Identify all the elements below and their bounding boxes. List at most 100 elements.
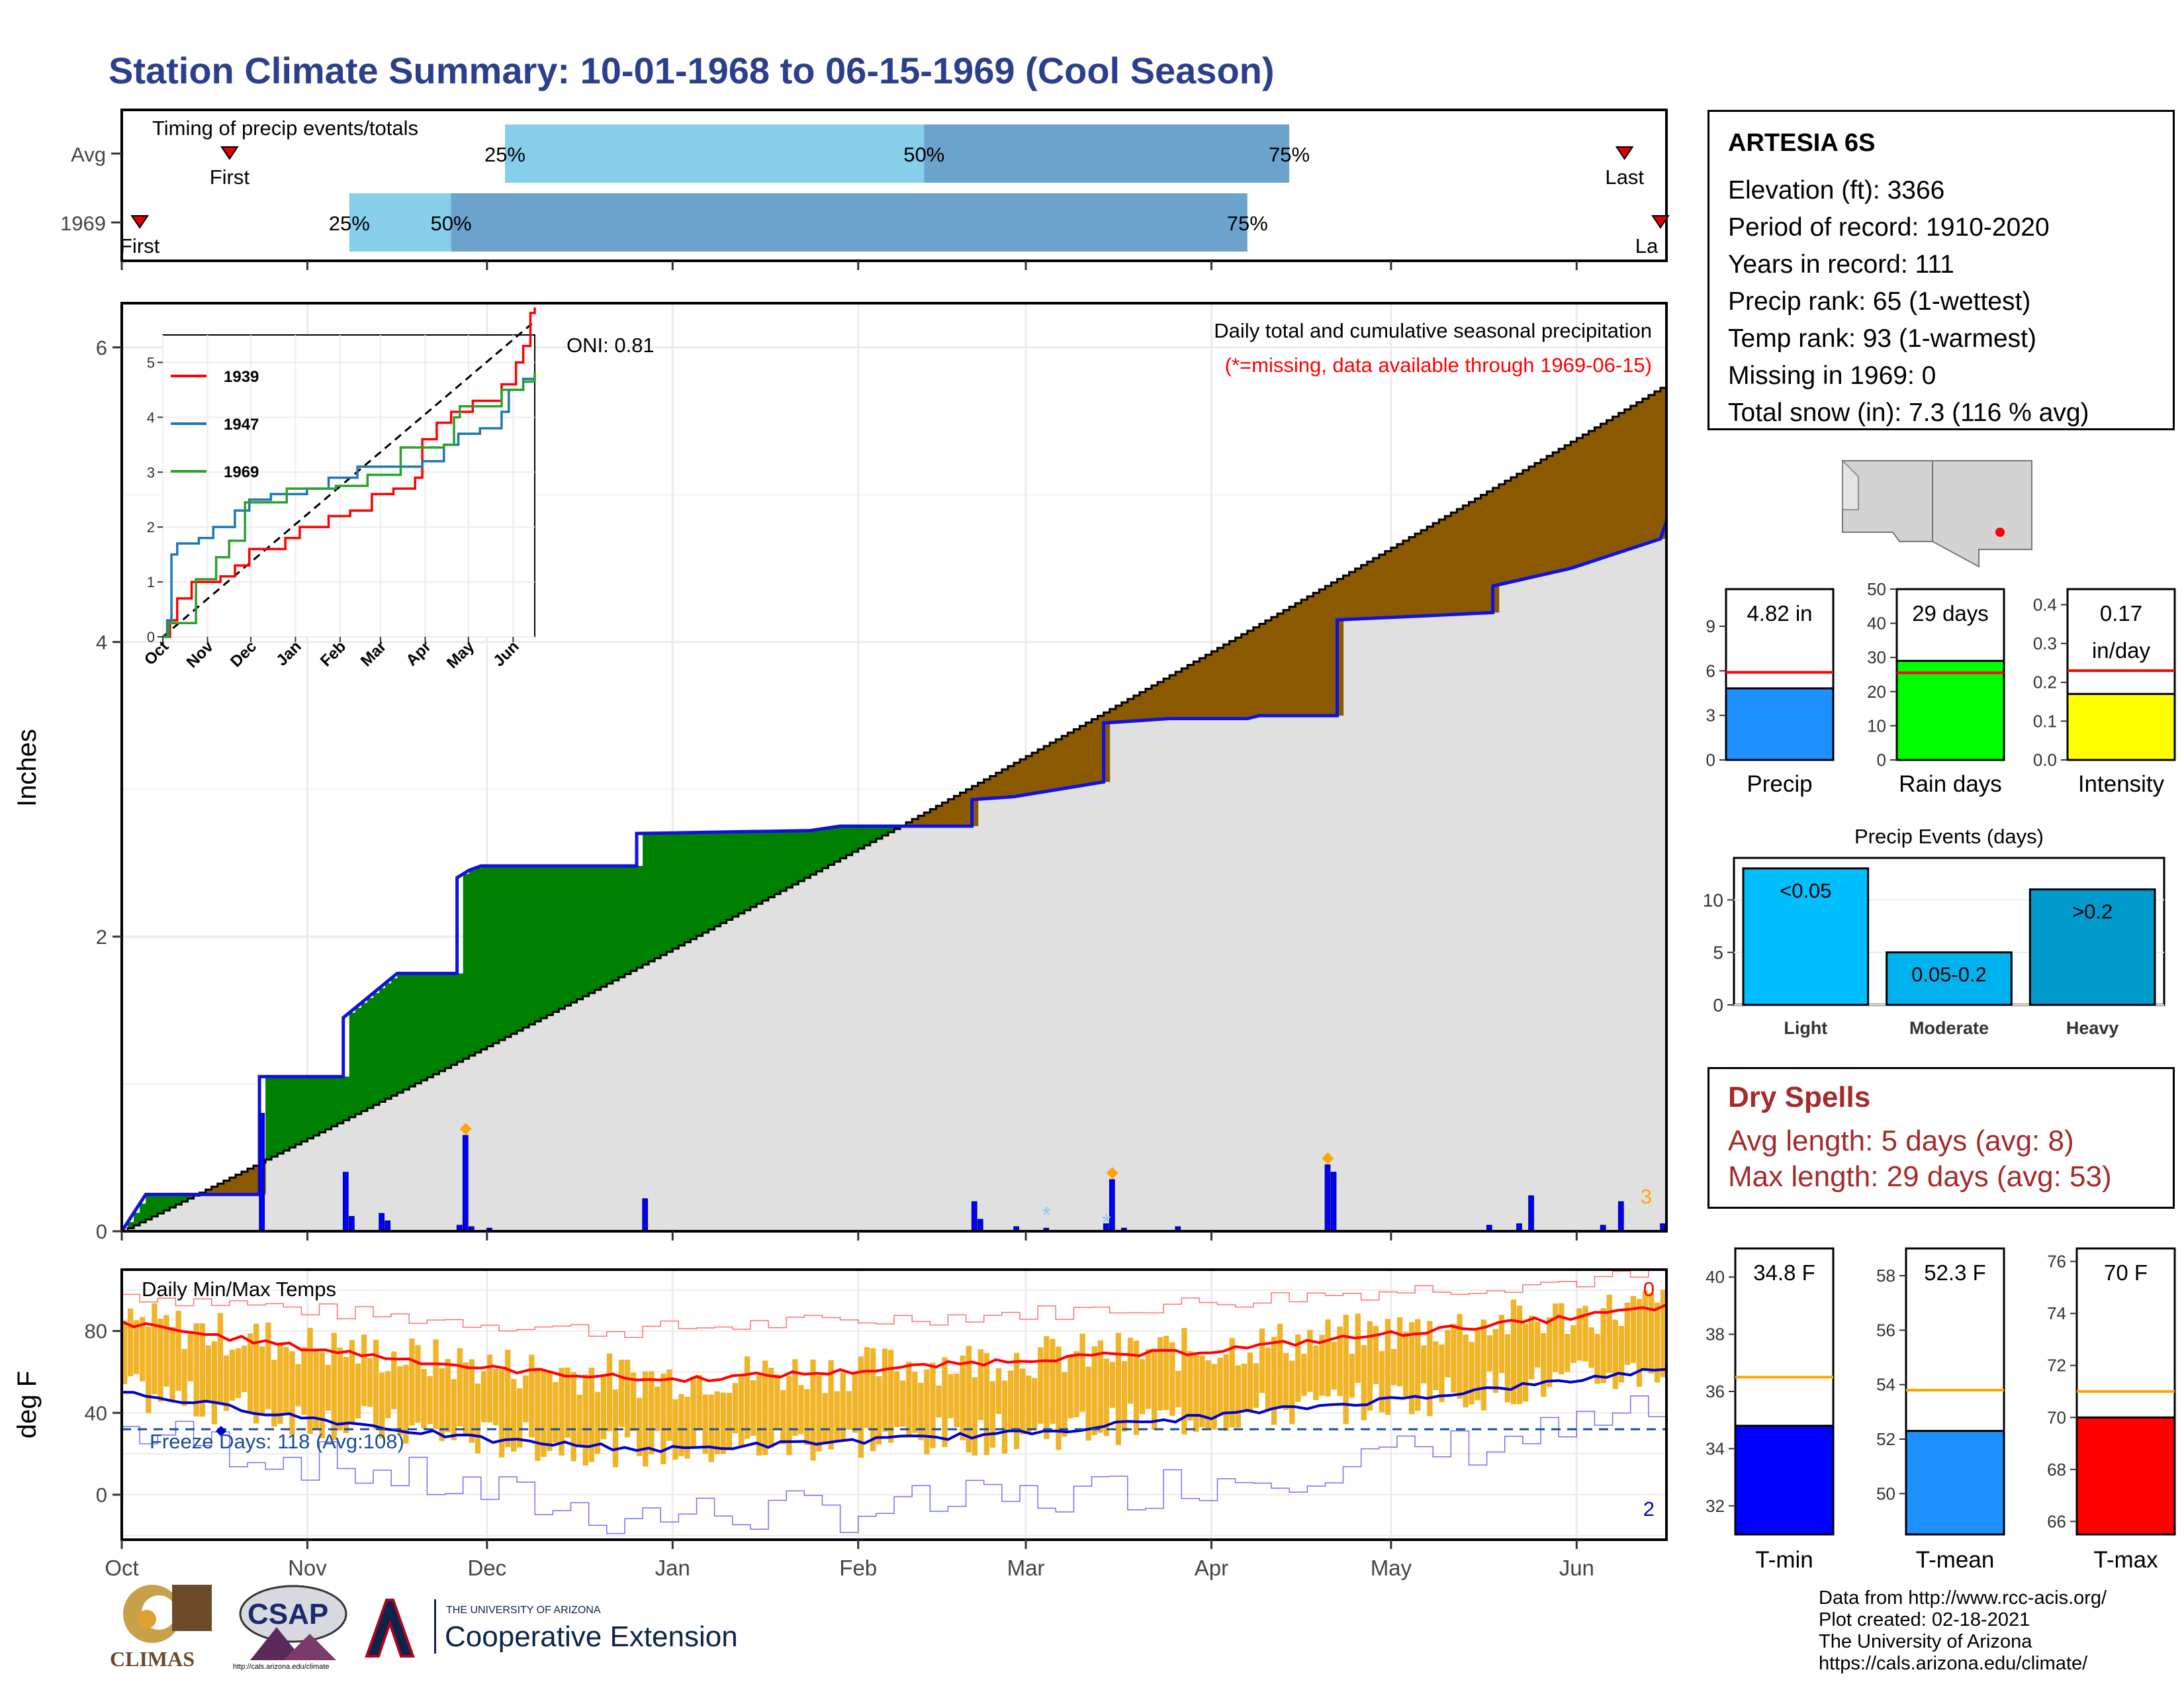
daily-temp-bar bbox=[1576, 1308, 1582, 1361]
precip-deficit-fill bbox=[235, 1174, 242, 1195]
daily-temp-bar bbox=[169, 1327, 175, 1401]
snow-asterisk: * bbox=[1102, 1209, 1111, 1236]
daily-temp-bar bbox=[1582, 1305, 1588, 1362]
csap-logo: CSAP http://cals.arizona.edu/climate bbox=[230, 1581, 349, 1673]
daily-temp-bar bbox=[786, 1376, 792, 1456]
dry-spells-box: Dry Spells Avg length: 5 days (avg: 8) M… bbox=[1707, 1067, 2175, 1209]
precip-deficit-fill bbox=[1624, 409, 1631, 551]
timing-p75-label: 75% bbox=[1227, 212, 1268, 235]
precip-surplus-fill bbox=[277, 1076, 284, 1154]
precip-surplus-fill bbox=[385, 983, 392, 1099]
precip-surplus-fill bbox=[708, 832, 715, 930]
summary-y-tick-label: 0 bbox=[1706, 750, 1715, 770]
precip-deficit-fill bbox=[1636, 402, 1643, 547]
inset-normal-line bbox=[162, 322, 533, 638]
summary-bar-name: Intensity bbox=[2078, 771, 2165, 797]
climas-logo-text: CLIMAS bbox=[110, 1647, 195, 1671]
precip-deficit-fill bbox=[1199, 658, 1206, 719]
timing-p25-label: 25% bbox=[329, 212, 370, 235]
precip-surplus-fill bbox=[828, 827, 835, 865]
climas-logo: CLIMAS bbox=[106, 1581, 218, 1673]
precip-surplus-fill bbox=[427, 973, 434, 1078]
daily-temp-bar bbox=[1325, 1319, 1331, 1397]
precip-surplus-fill bbox=[421, 973, 428, 1081]
daily-temp-bar bbox=[810, 1359, 816, 1461]
precip-surplus-fill bbox=[876, 826, 883, 839]
precip-deficit-fill bbox=[1044, 745, 1050, 792]
daily-temp-bar bbox=[492, 1368, 499, 1426]
daily-temp-bar bbox=[1588, 1327, 1594, 1368]
summary-value-label: 29 days bbox=[1912, 601, 1989, 626]
temp-x-tick-label: Mar bbox=[1007, 1556, 1045, 1580]
daily-temp-bar bbox=[792, 1359, 798, 1436]
precip-deficit-fill bbox=[1163, 679, 1170, 720]
precip-events-title: Precip Events (days) bbox=[1854, 825, 2044, 848]
precip-surplus-fill bbox=[594, 866, 602, 990]
station-name: ARTESIA 6S bbox=[1728, 129, 1876, 157]
daily-temp-bar bbox=[876, 1376, 882, 1445]
daily-precip-bar bbox=[1324, 1164, 1331, 1232]
precip-event-bar-label: <0.05 bbox=[1780, 879, 1831, 902]
precip-surplus-fill bbox=[720, 831, 727, 923]
precip-surplus-fill bbox=[714, 832, 721, 927]
precip-surplus-fill bbox=[606, 866, 614, 984]
precip-event-category: Moderate bbox=[1909, 1018, 1989, 1038]
daily-temp-bar bbox=[995, 1368, 1002, 1415]
credits: Data from http://www.rcc-acis.org/ Plot … bbox=[1819, 1587, 2107, 1675]
timing-bar-q1 bbox=[504, 124, 925, 183]
precip-deficit-fill bbox=[983, 779, 991, 799]
precip-deficit-fill bbox=[966, 789, 973, 827]
precip-events-y-tick-label: 0 bbox=[1713, 995, 1723, 1015]
daily-temp-bar bbox=[355, 1363, 361, 1419]
avg-max-temp-line bbox=[121, 1303, 1667, 1383]
daily-temp-bar bbox=[313, 1350, 319, 1430]
daily-temp-bar bbox=[1158, 1337, 1163, 1411]
timing-last-label: La bbox=[1635, 234, 1659, 258]
temp-summary-y-tick-label: 70 bbox=[2047, 1407, 2066, 1427]
precip-deficit-fill bbox=[1253, 627, 1260, 718]
precip-events-y-tick-label: 5 bbox=[1713, 943, 1723, 963]
precip-surplus-fill bbox=[882, 826, 889, 836]
precip-deficit-fill bbox=[1433, 523, 1439, 616]
daily-temp-bar bbox=[696, 1375, 702, 1430]
normal-cumulative-area bbox=[122, 384, 1666, 1231]
precip-surplus-fill bbox=[373, 993, 380, 1105]
precip-surplus-fill bbox=[780, 831, 787, 891]
daily-temp-bar bbox=[1396, 1317, 1403, 1387]
daily-temp-bar bbox=[367, 1358, 373, 1407]
precip-deficit-fill bbox=[1223, 644, 1230, 719]
summary-value-label: in/day bbox=[2092, 638, 2151, 663]
daily-temp-bar bbox=[906, 1362, 912, 1435]
daily-temp-bar bbox=[798, 1385, 804, 1434]
daily-temp-bar bbox=[295, 1364, 301, 1407]
temp-x-tick-label: May bbox=[1371, 1556, 1412, 1580]
precip-deficit-fill bbox=[936, 806, 942, 827]
daily-temp-bar bbox=[840, 1372, 846, 1440]
summary-y-tick-label: 0.1 bbox=[2033, 711, 2057, 731]
temp-summary-value-label: 52.3 F bbox=[1924, 1260, 1986, 1285]
daily-temp-bar bbox=[235, 1348, 242, 1399]
daily-temp-bar bbox=[1636, 1299, 1643, 1387]
daily-temp-bar bbox=[1642, 1291, 1649, 1371]
precip-surplus-fill bbox=[463, 874, 470, 1059]
daily-temp-bar bbox=[948, 1374, 954, 1419]
daily-temp-bar bbox=[535, 1367, 541, 1461]
daily-temp-bar bbox=[1648, 1293, 1655, 1374]
precip-surplus-fill bbox=[535, 866, 541, 1021]
precip-deficit-fill bbox=[1361, 565, 1368, 619]
precip-deficit-fill bbox=[1007, 766, 1015, 798]
daily-temp-bar bbox=[343, 1356, 349, 1434]
timing-row-label: 1969 bbox=[60, 212, 106, 235]
precip-event-bar-label: 0.05-0.2 bbox=[1911, 963, 1987, 986]
precip-surplus-fill bbox=[672, 833, 679, 949]
summary-y-tick-label: 0.3 bbox=[2033, 633, 2057, 653]
ua-logo-small-text: THE UNIVERSITY OF ARIZONA bbox=[446, 1605, 601, 1616]
precip-deficit-fill bbox=[1576, 438, 1583, 567]
daily-temp-bar bbox=[319, 1352, 325, 1438]
inset-series-line bbox=[163, 372, 536, 638]
daily-temp-bar bbox=[852, 1372, 858, 1433]
daily-temp-bar bbox=[924, 1369, 930, 1455]
daily-temp-bar bbox=[385, 1371, 391, 1419]
daily-temp-bar bbox=[846, 1391, 852, 1430]
precip-deficit-fill bbox=[1115, 706, 1122, 723]
